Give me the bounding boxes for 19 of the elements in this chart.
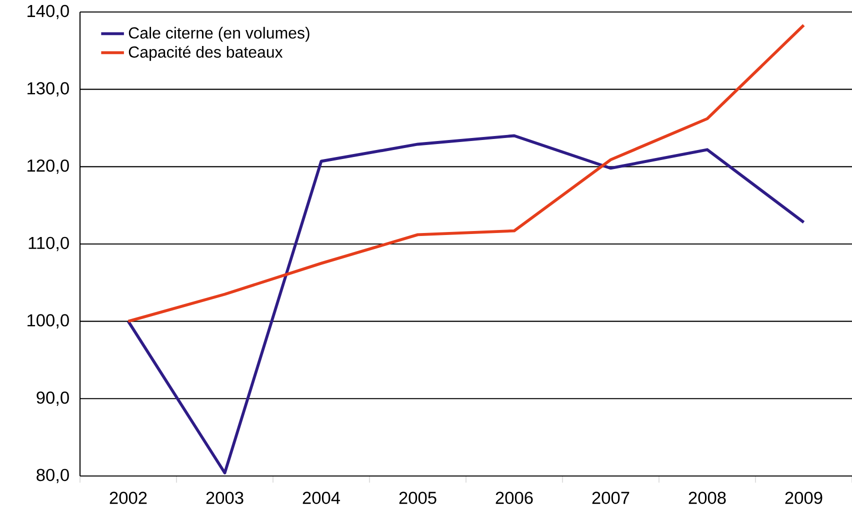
legend-label: Capacité des bateaux xyxy=(128,46,283,61)
x-tick-label: 2008 xyxy=(688,492,726,504)
y-tick-label: 80,0 xyxy=(36,468,69,484)
y-tick-label: 90,0 xyxy=(36,391,69,406)
x-tick-label: 2003 xyxy=(206,492,244,504)
x-tick-label: 2004 xyxy=(302,492,340,504)
line-series xyxy=(126,134,806,474)
y-tick-label: 100,0 xyxy=(28,314,69,328)
y-tick-label: 110,0 xyxy=(28,236,69,252)
line-series xyxy=(126,24,806,323)
x-tick-label: 2007 xyxy=(592,492,630,504)
x-tick-label: 2006 xyxy=(496,492,533,504)
y-tick-label: 130,0 xyxy=(28,82,69,96)
y-tick-label: 140,0 xyxy=(28,4,69,20)
legend-label: Cale citerne (en volumes) xyxy=(128,26,310,42)
x-tick-label: 2009 xyxy=(785,492,822,504)
x-tick-label: 2005 xyxy=(399,492,436,504)
y-tick-label: 120,0 xyxy=(28,159,69,174)
x-tick-label: 2002 xyxy=(110,492,147,504)
